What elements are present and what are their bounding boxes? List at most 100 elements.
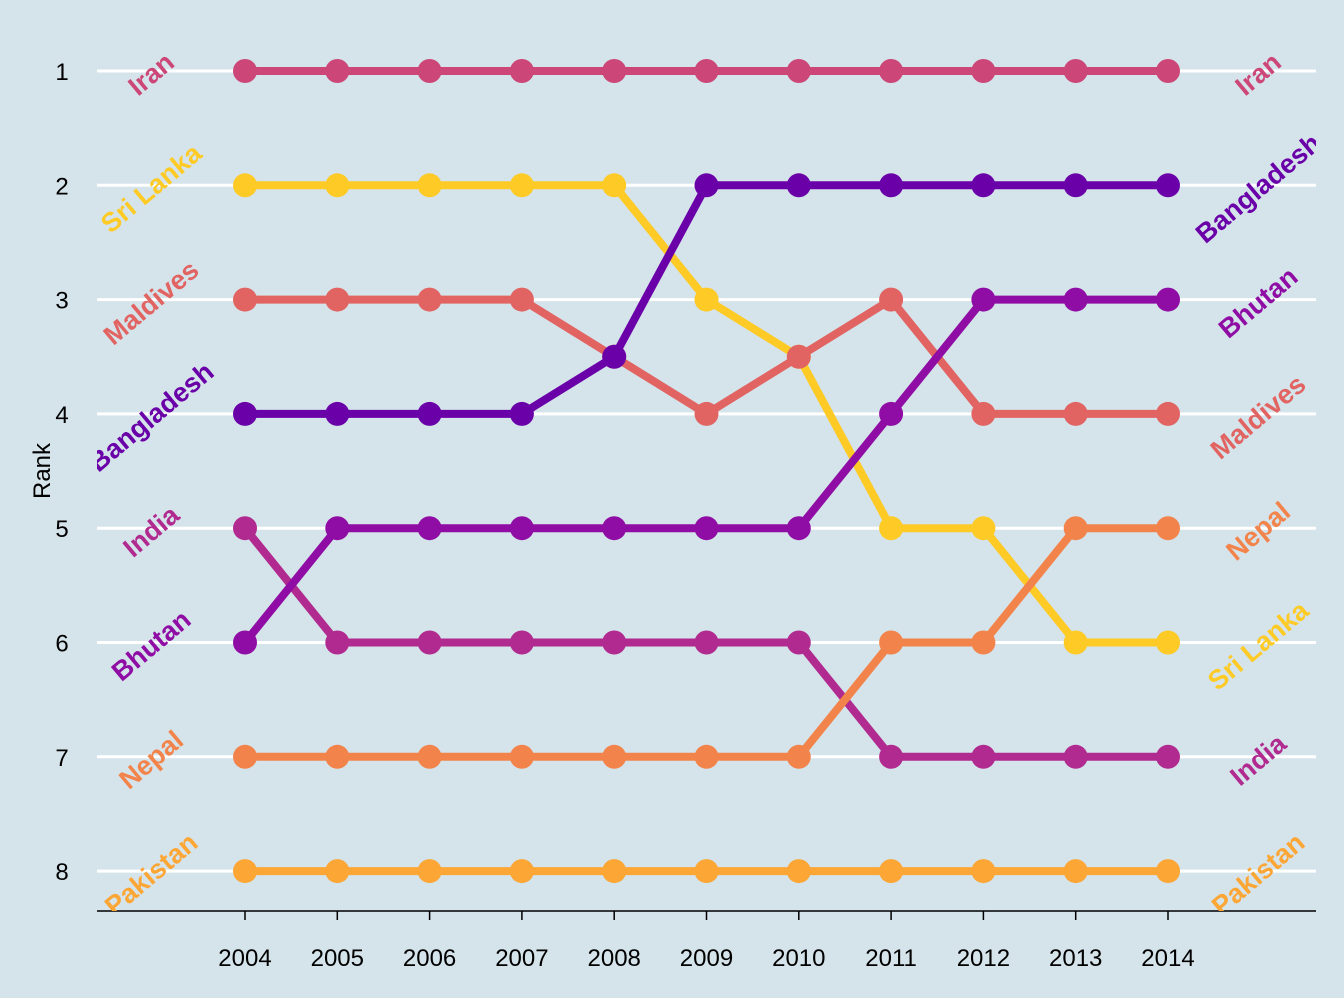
data-point [879,173,904,198]
x-tick-label: 2009 [680,945,733,972]
data-point [971,744,996,769]
data-point [509,859,534,884]
data-point [509,287,534,312]
x-tick-label: 2012 [957,945,1010,972]
data-point [1063,401,1088,426]
y-tick-label: 3 [55,288,68,315]
data-point [879,59,904,83]
data-point [233,859,257,884]
data-point [417,59,442,83]
data-point [1156,401,1180,426]
x-tick-label: 2005 [311,945,364,972]
series-label-left: Iran [123,47,180,102]
data-point [786,59,811,83]
x-tick-label: 2014 [1141,945,1194,972]
data-point [786,344,811,369]
y-tick-label: 2 [55,173,68,200]
data-point [417,173,442,198]
data-point [602,344,627,369]
data-point [1063,859,1088,884]
data-point [325,630,350,655]
data-point [786,630,811,655]
series-india [233,516,1180,769]
series-bhutan [233,287,1180,655]
data-point [417,516,442,541]
data-point [1063,630,1088,655]
x-tick-label: 2013 [1049,945,1102,972]
series-label-right: Bangladesh [1190,128,1327,249]
series-line [245,295,1168,418]
data-point [694,287,719,312]
data-point [233,744,257,769]
data-point [1063,59,1088,83]
data-point [694,859,719,884]
data-point [509,59,534,83]
x-tick-label: 2007 [495,945,548,972]
data-point [786,859,811,884]
data-point [417,630,442,655]
data-point [325,744,350,769]
data-point [879,516,904,541]
data-point [1063,744,1088,769]
y-tick-label: 1 [55,59,68,86]
data-point [879,287,904,312]
x-tick-label: 2010 [772,945,825,972]
data-point [417,859,442,884]
data-point [971,401,996,426]
data-point [1063,516,1088,541]
data-point [1063,173,1088,198]
data-point [417,401,442,426]
data-point [233,516,257,541]
data-point [325,859,350,884]
data-point [694,401,719,426]
data-point [325,59,350,83]
data-point [879,744,904,769]
data-point [971,173,996,198]
series-label-left: India [117,499,185,563]
data-point [1156,59,1180,83]
y-axis-label: Rank [29,442,56,499]
data-point [1156,173,1180,198]
data-point [786,173,811,198]
series-label-left: Bhutan [106,604,197,687]
series-label-left: Bangladesh [83,356,220,477]
data-point [602,59,627,83]
x-tick-label: 2008 [588,945,641,972]
data-point [1156,516,1180,541]
x-tick-label: 2006 [403,945,456,972]
data-point [325,401,350,426]
data-point [971,59,996,83]
data-point [1156,287,1180,312]
data-point [233,401,257,426]
y-tick-label: 7 [55,745,68,772]
y-tick-label: 6 [55,631,68,658]
y-axis-ticks: 1 2 3 4 5 6 7 8 [55,59,68,886]
data-point [971,287,996,312]
data-point [602,173,627,198]
data-point [509,516,534,541]
series-label-right: India [1224,728,1292,792]
series-label-left: Nepal [113,725,189,795]
data-point [233,173,257,198]
data-point [786,516,811,541]
series-label-right: Bhutan [1213,261,1304,344]
series-label-left: Maldives [98,255,205,351]
data-point [694,173,719,198]
data-point [1063,287,1088,312]
data-point [325,287,350,312]
x-tick-label: 2011 [865,945,917,972]
data-point [786,744,811,769]
series-lines [233,59,1180,884]
y-tick-label: 5 [55,516,68,543]
data-point [1156,859,1180,884]
data-point [879,401,904,426]
series-iran [233,59,1180,83]
x-tick-label: 2004 [218,945,271,972]
data-point [509,173,534,198]
data-point [509,401,534,426]
series-label-right: Maldives [1205,369,1312,465]
data-point [694,630,719,655]
data-point [233,59,257,83]
data-point [509,744,534,769]
